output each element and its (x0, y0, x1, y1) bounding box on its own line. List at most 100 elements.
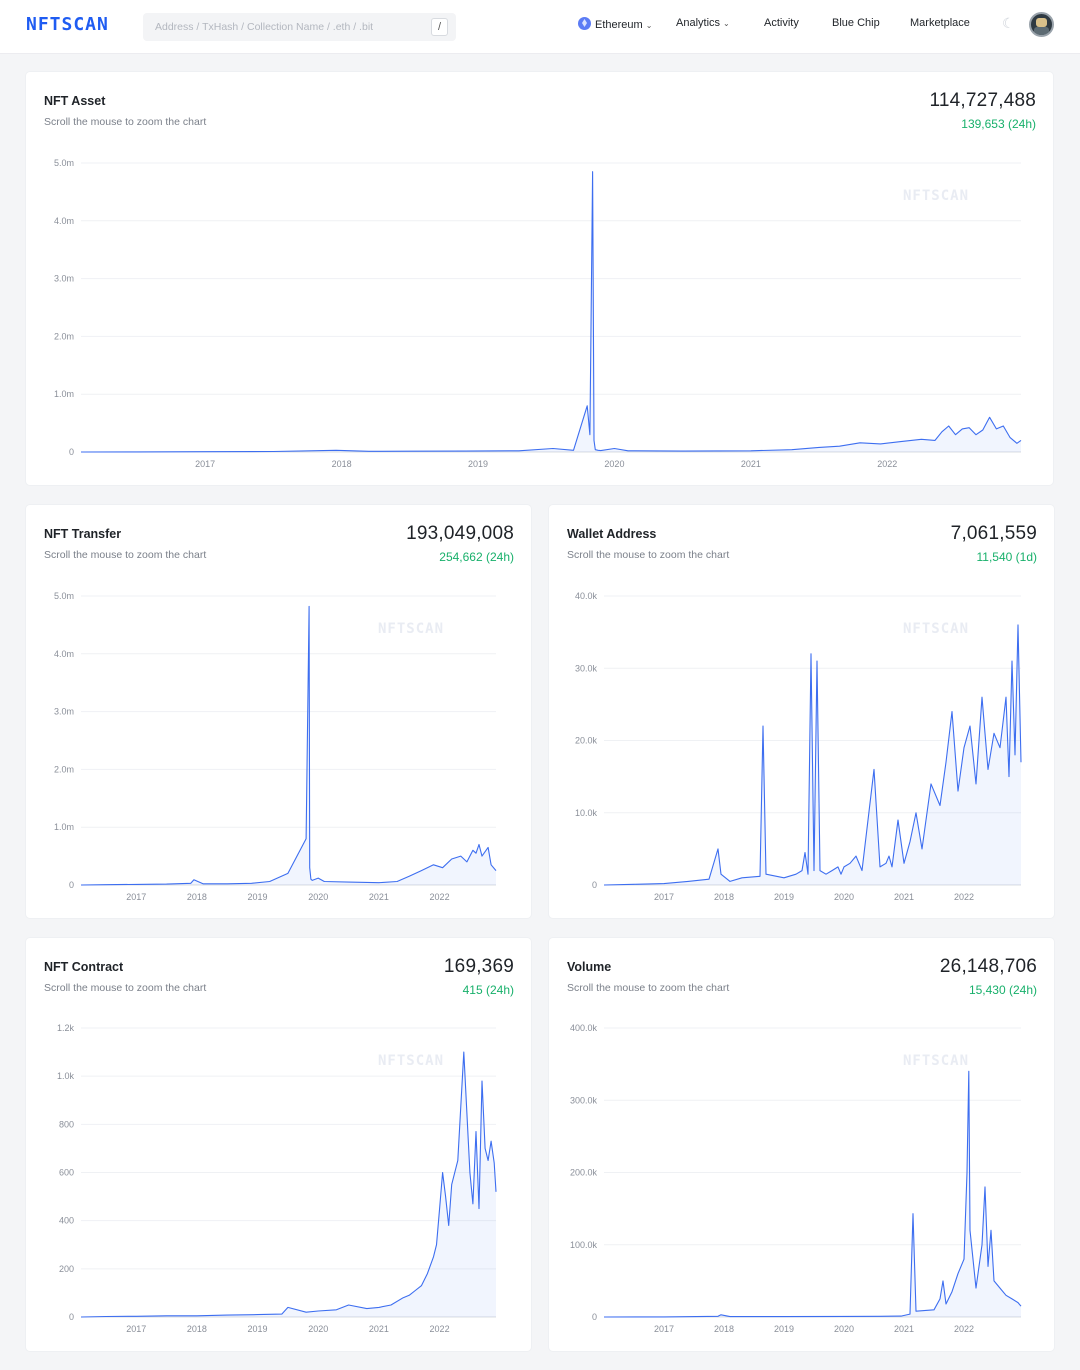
nftscan-logo[interactable]: NFTSCAN (26, 14, 109, 35)
nav-analytics-label: Analytics (676, 17, 721, 29)
card-subtitle: Scroll the mouse to zoom the chart (44, 116, 207, 128)
y-tick-label: 0 (592, 880, 597, 890)
y-tick-label: 300.0k (570, 1095, 598, 1105)
series-line (603, 1070, 1022, 1318)
y-tick-label: 0 (592, 1312, 597, 1322)
nav-marketplace[interactable]: Marketplace (910, 17, 970, 29)
x-tick-label: 2022 (877, 459, 897, 469)
nftscan-watermark: NFTSCAN (378, 621, 444, 637)
nftscan-watermark: NFTSCAN (378, 1053, 444, 1069)
ethereum-icon (578, 17, 591, 30)
y-tick-label: 5.0m (54, 158, 74, 168)
x-tick-label: 2022 (430, 892, 450, 902)
series-line (603, 624, 1022, 886)
nft-asset-chart[interactable]: NFTSCAN 0 1.0m 2.0m 3.0m 4.0m 5.0m 2017 2018 2019… (26, 72, 1053, 485)
x-tick-label: 2021 (741, 459, 761, 469)
series-area (81, 171, 1021, 452)
y-tick-label: 800 (59, 1119, 74, 1129)
nav-ethereum-dropdown[interactable]: Ethereum ⌄ (578, 17, 652, 31)
x-tick-label: 2018 (332, 459, 352, 469)
moon-icon[interactable]: ☾ (1002, 15, 1015, 31)
series-area (81, 1052, 496, 1317)
card-total: 26,148,706 (939, 956, 1037, 977)
x-tick-label: 2017 (126, 1324, 146, 1334)
x-tick-label: 2018 (714, 1324, 734, 1334)
search-shortcut-key: / (431, 18, 448, 36)
x-tick-label: 2018 (714, 892, 734, 902)
y-tick-label: 1.0m (54, 389, 74, 399)
y-tick-label: 1.0m (54, 822, 74, 832)
nav-ethereum-label: Ethereum (595, 19, 643, 31)
nftscan-watermark: NFTSCAN (903, 1053, 969, 1069)
x-tick-label: 2019 (248, 892, 268, 902)
y-tick-label: 200 (59, 1264, 74, 1274)
card-total: 7,061,559 (950, 523, 1037, 544)
volume-card: Volume Scroll the mouse to zoom the char… (549, 938, 1054, 1351)
nav-blue-chip[interactable]: Blue Chip (832, 17, 880, 29)
nft-contract-chart[interactable]: NFTSCAN 0 200 400 600 800 1.0k 1.2k 2017 2018 2019… (26, 938, 531, 1351)
x-tick-label: 2017 (195, 459, 215, 469)
nft-asset-card: NFT Asset Scroll the mouse to zoom the c… (26, 72, 1053, 485)
nftscan-watermark: NFTSCAN (903, 188, 969, 204)
nav-analytics-dropdown[interactable]: Analytics ⌄ (676, 17, 730, 29)
series-line (80, 605, 497, 886)
x-tick-label: 2020 (308, 892, 328, 902)
chevron-down-icon: ⌄ (723, 19, 730, 28)
x-tick-label: 2021 (369, 1324, 389, 1334)
card-delta: 139,653 (24h) (961, 117, 1036, 131)
nav-activity[interactable]: Activity (764, 17, 799, 29)
volume-chart[interactable]: NFTSCAN 0 100.0k 200.0k 300.0k 400.0k 2017 2018… (549, 938, 1054, 1351)
chevron-down-icon: ⌄ (645, 21, 653, 30)
card-delta: 415 (24h) (462, 983, 514, 997)
x-tick-label: 2019 (774, 892, 794, 902)
top-navigation-bar: NFTSCAN / Ethereum⌄ Analytics⌄ Activity … (0, 0, 1080, 54)
card-subtitle: Scroll the mouse to zoom the chart (44, 982, 207, 994)
card-title: Volume (567, 960, 612, 974)
x-tick-label: 2018 (187, 1324, 207, 1334)
card-title: NFT Contract (44, 960, 124, 974)
wallet-address-chart[interactable]: NFTSCAN 0 10.0k 20.0k 30.0k 40.0k 2017 2018 2019… (549, 505, 1054, 918)
x-tick-label: 2017 (654, 1324, 674, 1334)
x-tick-label: 2019 (468, 459, 488, 469)
series-line (80, 1051, 497, 1318)
card-total: 114,727,488 (929, 90, 1036, 111)
y-tick-label: 5.0m (54, 591, 74, 601)
search-input[interactable] (143, 13, 423, 41)
x-tick-label: 2021 (369, 892, 389, 902)
x-tick-label: 2022 (430, 1324, 450, 1334)
series-area (81, 606, 496, 885)
y-tick-label: 30.0k (575, 663, 598, 673)
y-tick-label: 4.0m (54, 216, 74, 226)
nft-contract-card: NFT Contract Scroll the mouse to zoom th… (26, 938, 531, 1351)
card-delta: 254,662 (24h) (439, 550, 514, 564)
x-tick-label: 2020 (604, 459, 624, 469)
x-tick-label: 2020 (308, 1324, 328, 1334)
card-total: 169,369 (443, 956, 514, 977)
x-tick-label: 2018 (187, 892, 207, 902)
card-total: 193,049,008 (406, 523, 514, 544)
nft-transfer-chart[interactable]: NFTSCAN 0 1.0m 2.0m 3.0m 4.0m 5.0m 2017 2018 2019… (26, 505, 531, 918)
y-tick-label: 1.0k (57, 1071, 75, 1081)
x-tick-label: 2017 (654, 892, 674, 902)
y-tick-label: 3.0m (54, 707, 74, 717)
card-subtitle: Scroll the mouse to zoom the chart (567, 982, 730, 994)
y-tick-label: 0 (69, 1312, 74, 1322)
y-tick-label: 1.2k (57, 1023, 75, 1033)
x-tick-label: 2019 (774, 1324, 794, 1334)
y-tick-label: 2.0m (54, 764, 74, 774)
card-delta: 11,540 (1d) (976, 550, 1038, 564)
y-tick-label: 3.0m (54, 274, 74, 284)
wallet-address-card: Wallet Address Scroll the mouse to zoom … (549, 505, 1054, 918)
avatar[interactable] (1029, 12, 1054, 37)
y-tick-label: 4.0m (54, 649, 74, 659)
card-title: NFT Asset (44, 94, 106, 108)
x-tick-label: 2019 (248, 1324, 268, 1334)
y-tick-label: 600 (59, 1168, 74, 1178)
nft-transfer-card: NFT Transfer Scroll the mouse to zoom th… (26, 505, 531, 918)
card-delta: 15,430 (24h) (968, 983, 1037, 997)
search-box[interactable]: / (143, 13, 456, 41)
x-tick-label: 2022 (954, 892, 974, 902)
x-tick-label: 2022 (954, 1324, 974, 1334)
series-area (604, 1071, 1021, 1317)
y-tick-label: 20.0k (575, 736, 598, 746)
